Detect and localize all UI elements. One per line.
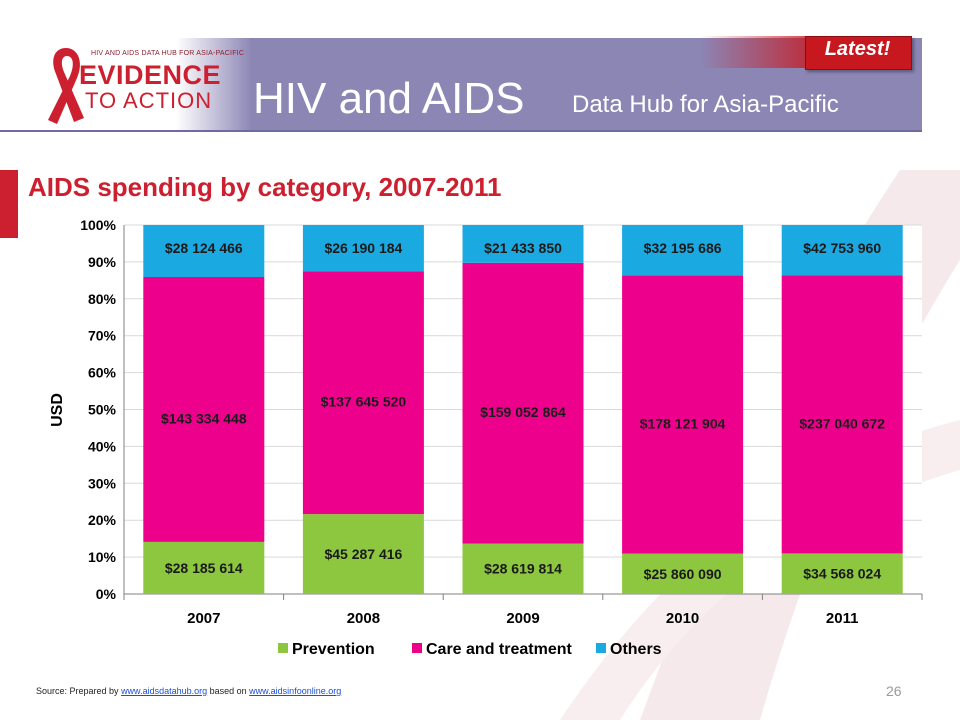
y-tick-label: 40% [88, 438, 117, 454]
data-label: $32 195 686 [644, 240, 722, 256]
y-tick-label: 30% [88, 475, 117, 491]
bar-segment [462, 262, 584, 544]
x-tick-label: 2008 [347, 610, 380, 627]
legend-label: Care and treatment [426, 641, 572, 658]
x-tick-label: 2009 [506, 610, 539, 627]
source-link-aidsdatahub[interactable]: www.aidsdatahub.org [121, 686, 208, 696]
y-tick-label: 50% [88, 402, 117, 418]
source-link-aidsinfoonline[interactable]: www.aidsinfoonline.org [249, 686, 342, 696]
logo-small-text: HIV AND AIDS DATA HUB FOR ASIA-PACIFIC [91, 50, 245, 57]
bar-segment [302, 271, 424, 515]
latest-badge[interactable] [805, 36, 912, 70]
y-tick-label: 20% [88, 512, 117, 528]
y-tick-label: 100% [80, 217, 116, 233]
bar-segment [781, 275, 903, 554]
data-label: $159 052 864 [480, 404, 566, 420]
x-tick-label: 2011 [826, 610, 859, 627]
bar-segment [462, 543, 584, 594]
source-middle: based on [207, 686, 250, 696]
bar-segment [143, 225, 265, 277]
y-tick-label: 10% [88, 549, 117, 565]
legend-swatch [412, 643, 422, 653]
red-ribbon-logo-icon [48, 48, 84, 124]
latest-badge-fade [700, 36, 810, 68]
data-label: $42 753 960 [803, 240, 881, 256]
logo-evidence-text: EVIDENCE [79, 60, 222, 90]
data-label: $28 619 814 [484, 561, 562, 577]
hub-subtitle: Data Hub for Asia-Pacific [572, 91, 839, 118]
bar-segment [143, 276, 265, 542]
bar-segment [302, 225, 424, 272]
x-tick-label: 2010 [666, 610, 699, 627]
y-tick-label: 0% [96, 586, 117, 602]
data-label: $28 185 614 [165, 560, 243, 576]
data-label: $34 568 024 [803, 566, 881, 582]
header-logo-area [0, 38, 252, 130]
y-tick-label: 90% [88, 254, 117, 270]
data-label: $178 121 904 [640, 415, 726, 431]
latest-badge-label: Latest! [824, 38, 891, 60]
bar-segment [781, 553, 903, 594]
slide-title: AIDS spending by category, 2007-2011 [28, 172, 502, 202]
bar-segment [462, 225, 584, 263]
bar-segment [622, 553, 744, 594]
bar-segment [622, 275, 744, 554]
data-label: $21 433 850 [484, 240, 562, 256]
page-number: 26 [886, 683, 902, 699]
data-label: $143 334 448 [161, 410, 247, 426]
data-label: $26 190 184 [324, 240, 402, 256]
data-label: $28 124 466 [165, 240, 243, 256]
source-prefix: Source: Prepared by [36, 686, 122, 696]
data-label: $25 860 090 [644, 566, 722, 582]
data-label: $137 645 520 [321, 394, 407, 410]
hub-title: HIV and AIDS [253, 74, 525, 123]
legend-label: Others [610, 641, 662, 658]
source-note: Source: Prepared by www.aidsdatahub.org … [36, 686, 341, 696]
bar-segment [781, 225, 903, 276]
y-tick-label: 80% [88, 291, 117, 307]
y-tick-label: 60% [88, 365, 117, 381]
data-label: $237 040 672 [799, 415, 885, 431]
logo-action-text: TO ACTION [85, 88, 213, 113]
bar-segment [622, 225, 744, 276]
legend-swatch [596, 643, 606, 653]
bar-segment [143, 541, 265, 594]
title-accent-bar [0, 170, 18, 238]
x-tick-label: 2007 [187, 610, 220, 627]
legend-label: Prevention [292, 641, 375, 658]
legend-swatch [278, 643, 288, 653]
bar-segment [302, 514, 424, 594]
data-label: $45 287 416 [324, 546, 402, 562]
y-tick-label: 70% [88, 328, 117, 344]
y-axis-title: USD [49, 393, 66, 427]
